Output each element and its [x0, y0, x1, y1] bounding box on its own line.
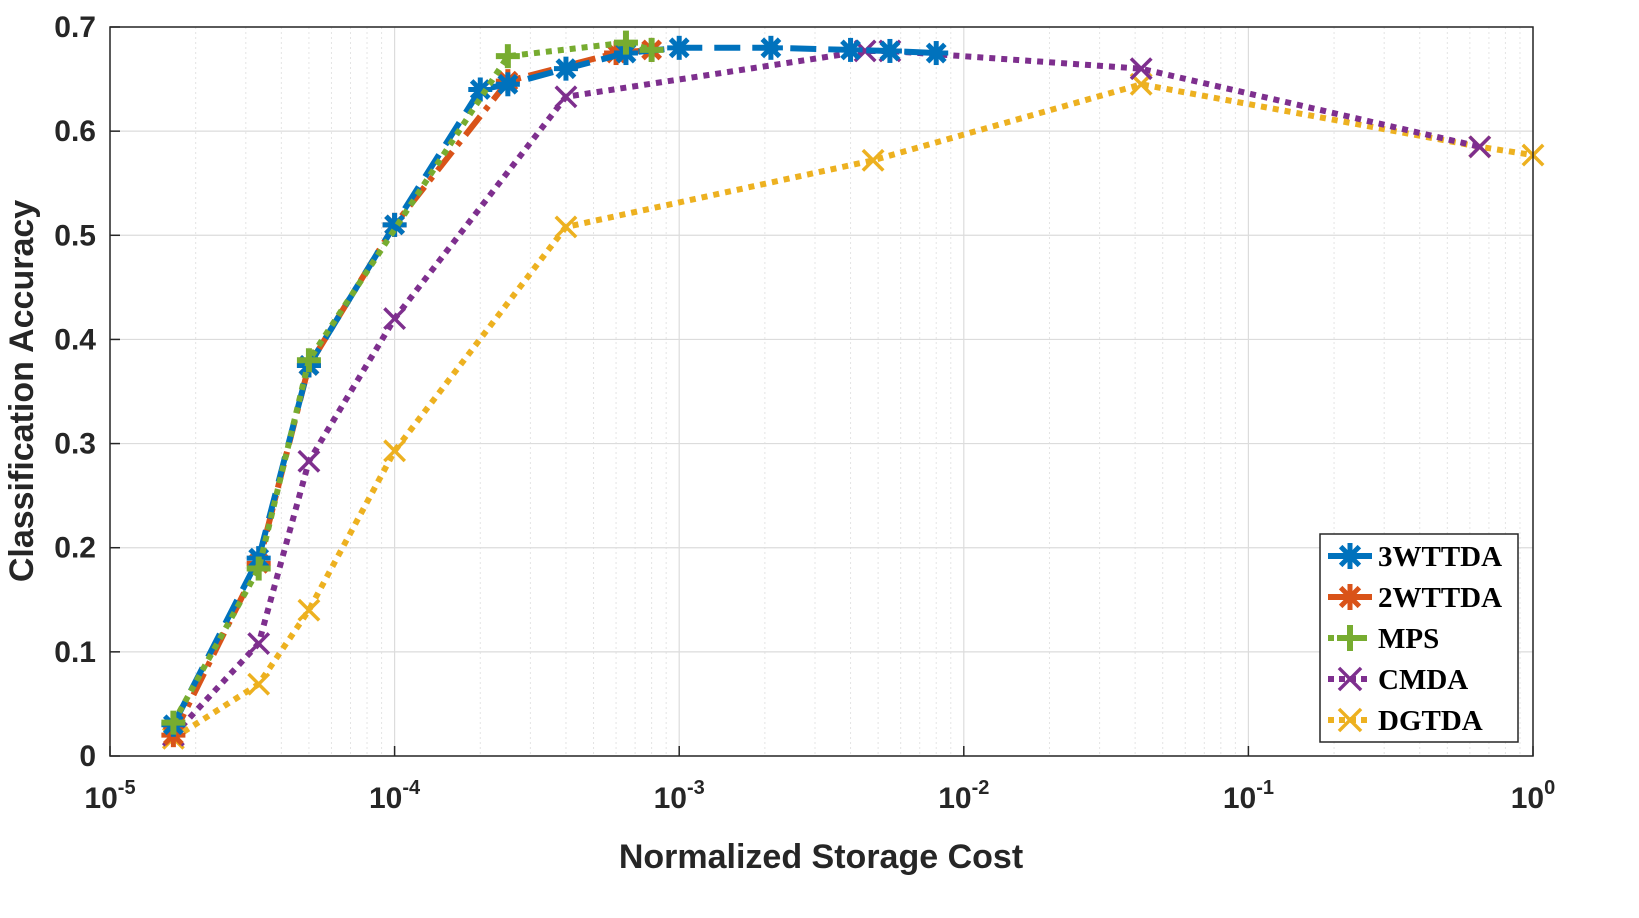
x-tick-label: 10-4: [369, 777, 421, 815]
data-point-x-marker: [1337, 666, 1363, 692]
legend-item-3wttda: 3WTTDA: [1328, 541, 1502, 573]
x-tick-exponent: -5: [118, 777, 136, 799]
data-point-asterisk-marker: [1337, 543, 1363, 569]
data-point-plus-marker: [639, 37, 664, 62]
x-tick-exponent: -3: [687, 777, 705, 799]
legend-item-2wttda: 2WTTDA: [1328, 582, 1502, 614]
data-point-asterisk-marker: [838, 37, 863, 62]
x-tick-label: 10-3: [654, 777, 705, 815]
legend-label: DGTDA: [1378, 705, 1483, 737]
y-tick-label: 0.5: [54, 219, 96, 252]
data-point-x-marker: [297, 449, 321, 473]
x-tick-base: 10: [84, 782, 117, 815]
data-point-asterisk-marker: [553, 56, 578, 81]
legend-label: MPS: [1378, 623, 1439, 655]
data-point-x-marker: [554, 215, 578, 239]
data-point-x-marker: [861, 148, 885, 172]
data-point-x-marker: [297, 598, 321, 622]
data-point-x-marker: [1337, 707, 1363, 733]
x-tick-exponent: 0: [1544, 777, 1555, 799]
y-tick-label: 0.7: [54, 11, 96, 44]
data-point-asterisk-marker: [495, 72, 520, 97]
data-point-plus-marker: [161, 710, 186, 735]
data-point-x-marker: [1468, 135, 1492, 159]
x-tick-exponent: -2: [972, 777, 990, 799]
data-point-asterisk-marker: [667, 35, 692, 60]
data-point-x-marker: [554, 85, 578, 109]
series-layer: [161, 30, 1545, 750]
data-point-x-marker: [383, 439, 407, 463]
x-tick-label: 10-2: [938, 777, 989, 815]
legend-item-dgtda: DGTDA: [1328, 705, 1483, 737]
x-tick-base: 10: [938, 782, 971, 815]
data-point-plus-marker: [613, 30, 638, 55]
y-tick-label: 0.1: [54, 636, 96, 669]
data-point-x-marker: [247, 632, 271, 655]
x-tick-label: 10-5: [84, 777, 135, 815]
data-point-plus-marker: [296, 348, 321, 373]
x-tick-base: 10: [1511, 782, 1544, 815]
data-point-x-marker: [1129, 57, 1153, 81]
x-tick-base: 10: [1223, 782, 1256, 815]
data-point-asterisk-marker: [468, 77, 493, 102]
legend-item-cmda: CMDA: [1328, 664, 1468, 696]
legend-label: 2WTTDA: [1378, 582, 1502, 614]
x-tick-label: 10-1: [1223, 777, 1274, 815]
data-point-x-marker: [247, 672, 271, 696]
y-tick-label: 0.3: [54, 428, 96, 461]
data-point-asterisk-marker: [758, 35, 783, 60]
legend-label: 3WTTDA: [1378, 541, 1502, 573]
series-mps: [161, 30, 664, 735]
plot-frame: [109, 26, 1534, 757]
data-point-plus-marker: [495, 44, 520, 69]
x-tick-labels: 10-5 10-4 10-3 10-2 10-1 100: [84, 746, 1555, 815]
data-point-x-marker: [383, 307, 407, 331]
x-tick-base: 10: [369, 782, 402, 815]
y-tick-label: 0.4: [54, 323, 96, 356]
y-axis-label: Classification Accuracy: [3, 200, 41, 582]
legend: 3WTTDA 2WTTDA MPS CMDA DGTDA: [1319, 533, 1519, 743]
data-point-asterisk-marker: [877, 38, 902, 63]
x-axis-label: Normalized Storage Cost: [619, 838, 1023, 876]
legend-item-mps: MPS: [1328, 623, 1439, 655]
y-tick-label: 0.6: [54, 115, 96, 148]
data-point-plus-marker: [246, 556, 271, 581]
data-point-plus-marker: [1337, 625, 1363, 651]
x-tick-exponent: -1: [1256, 777, 1274, 799]
y-tick-labels: 0 0.1 0.2 0.3 0.4 0.5 0.6 0.7: [54, 11, 120, 773]
x-tick-base: 10: [654, 782, 687, 815]
x-tick-label: 100: [1511, 777, 1556, 815]
data-point-asterisk-marker: [1337, 584, 1363, 610]
data-point-asterisk-marker: [924, 41, 949, 66]
x-tick-exponent: -4: [402, 777, 421, 799]
legend-label: CMDA: [1378, 664, 1468, 696]
y-tick-label: 0: [79, 740, 96, 773]
y-tick-label: 0.2: [54, 532, 96, 565]
